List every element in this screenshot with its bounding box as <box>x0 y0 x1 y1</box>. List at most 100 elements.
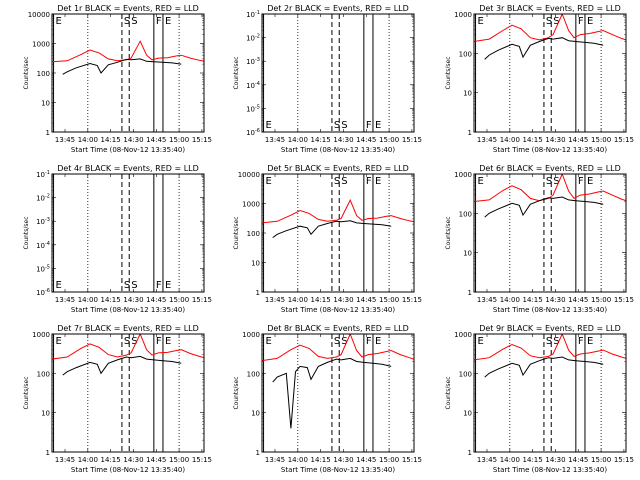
x-tick-label: 13:45 <box>265 456 285 464</box>
marker-label: E <box>266 120 272 131</box>
x-tick-label: 15:00 <box>591 296 611 304</box>
plot-frame <box>51 333 205 453</box>
y-axis-label: Counts/sec <box>233 376 240 409</box>
y-axis-label: Counts/sec <box>445 56 452 89</box>
marker-label: E <box>375 120 381 131</box>
marker-label: F <box>578 16 584 27</box>
x-tick-label: 14:30 <box>545 296 565 304</box>
marker-label: S <box>124 280 130 291</box>
series-lld <box>474 334 626 361</box>
x-axis-label: Start Time (08-Nov-12 13:35:40) <box>281 306 395 314</box>
x-tick-label: 15:00 <box>169 136 189 144</box>
series-events <box>272 220 392 239</box>
series-events <box>484 196 604 218</box>
plot-frame <box>261 173 415 293</box>
y-tick-label: 1 <box>468 289 472 297</box>
x-tick-label: 15:00 <box>169 456 189 464</box>
series-events <box>484 356 604 378</box>
plot-frame <box>261 333 415 453</box>
marker-label: F <box>366 120 372 131</box>
x-tick-label: 15:00 <box>591 136 611 144</box>
y-tick-label: 10-5 <box>246 104 260 113</box>
x-tick-label: 15:15 <box>402 456 422 464</box>
x-tick-label: 14:00 <box>500 136 520 144</box>
marker-label: E <box>266 176 272 187</box>
marker-label: S <box>334 336 340 347</box>
marker-label: F <box>156 16 162 27</box>
y-tick-label: 10 <box>41 100 50 108</box>
marker-label: S <box>553 16 559 27</box>
series-lld <box>474 14 626 42</box>
marker-label: F <box>578 336 584 347</box>
y-axis-label: Counts/sec <box>23 56 30 89</box>
x-tick-label: 14:15 <box>311 456 331 464</box>
marker-label: S <box>546 16 552 27</box>
marker-label: S <box>124 336 130 347</box>
x-tick-label: 14:00 <box>500 296 520 304</box>
series-events <box>62 355 182 376</box>
y-tick-label: 10 <box>251 410 260 418</box>
x-tick-label: 14:30 <box>333 296 353 304</box>
x-tick-label: 14:45 <box>568 136 588 144</box>
x-tick-label: 14:45 <box>146 296 166 304</box>
x-tick-label: 14:00 <box>288 296 308 304</box>
y-axis-label: Counts/sec <box>233 216 240 249</box>
marker-label: E <box>56 16 62 27</box>
y-tick-label: 10-5 <box>36 264 50 273</box>
x-tick-label: 14:15 <box>311 296 331 304</box>
series-events <box>484 37 604 60</box>
y-tick-label: 10-1 <box>246 10 260 19</box>
x-axis-label: Start Time (08-Nov-12 13:35:40) <box>281 466 395 474</box>
marker-label: S <box>334 120 340 131</box>
y-tick-label: 10-3 <box>246 57 260 66</box>
x-tick-label: 14:45 <box>568 456 588 464</box>
y-tick-label: 1 <box>256 289 260 297</box>
y-tick-label: 1000 <box>242 331 260 339</box>
series-lld <box>262 198 414 224</box>
plot-frame <box>51 13 205 133</box>
marker-label: S <box>131 16 137 27</box>
marker-label: S <box>553 336 559 347</box>
chart-title: Det 9r BLACK = Events, RED = LLD <box>479 324 621 333</box>
marker-label: F <box>156 336 162 347</box>
marker-label: E <box>165 336 171 347</box>
marker-label: E <box>587 16 593 27</box>
x-tick-label: 13:45 <box>55 136 75 144</box>
y-tick-label: 10 <box>41 410 50 418</box>
y-tick-label: 1000 <box>32 331 50 339</box>
marker-label: E <box>587 176 593 187</box>
y-tick-label: 1 <box>256 449 260 457</box>
x-tick-label: 15:15 <box>192 456 212 464</box>
x-tick-label: 14:15 <box>101 296 121 304</box>
x-tick-label: 15:00 <box>379 456 399 464</box>
marker-label: S <box>334 176 340 187</box>
marker-label: S <box>131 336 137 347</box>
plot-frame <box>473 13 627 133</box>
x-axis-label: Start Time (08-Nov-12 13:35:40) <box>71 306 185 314</box>
x-axis-label: Start Time (08-Nov-12 13:35:40) <box>71 466 185 474</box>
x-tick-label: 14:45 <box>146 456 166 464</box>
x-tick-label: 14:15 <box>101 456 121 464</box>
x-tick-label: 14:00 <box>500 456 520 464</box>
y-tick-label: 1 <box>46 129 50 137</box>
x-axis-label: Start Time (08-Nov-12 13:35:40) <box>493 466 607 474</box>
marker-label: S <box>341 336 347 347</box>
y-tick-label: 10-4 <box>36 241 50 250</box>
chart-title: Det 1r BLACK = Events, RED = LLD <box>57 4 199 13</box>
series-lld <box>52 40 204 63</box>
y-tick-label: 10 <box>463 250 472 258</box>
x-axis-label: Start Time (08-Nov-12 13:35:40) <box>493 146 607 154</box>
y-axis-label: Counts/sec <box>23 376 30 409</box>
x-tick-label: 14:45 <box>356 456 376 464</box>
y-tick-label: 10-3 <box>36 217 50 226</box>
y-tick-label: 100 <box>459 370 472 378</box>
y-tick-label: 1 <box>468 449 472 457</box>
chart-title: Det 4r BLACK = Events, RED = LLD <box>57 164 199 173</box>
x-tick-label: 15:00 <box>379 136 399 144</box>
plot-frame <box>473 173 627 293</box>
y-tick-label: 1000 <box>454 331 472 339</box>
